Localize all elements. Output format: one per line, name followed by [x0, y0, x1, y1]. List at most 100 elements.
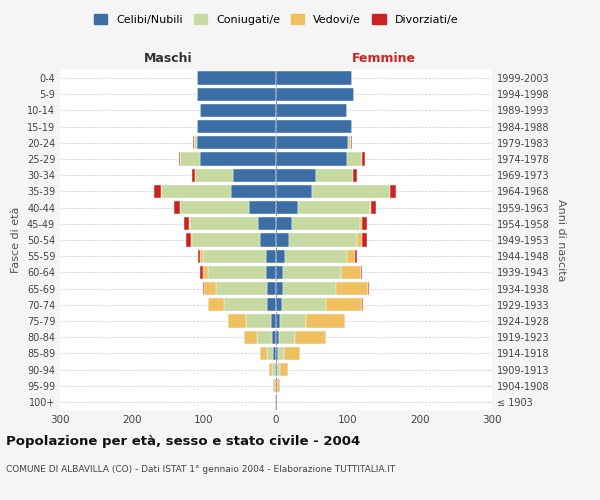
Bar — [362, 152, 365, 166]
Bar — [358, 234, 362, 246]
Bar — [260, 346, 268, 360]
Bar — [208, 266, 266, 279]
Bar — [180, 152, 200, 166]
Bar — [368, 282, 369, 295]
Bar — [276, 396, 277, 408]
Bar — [273, 346, 276, 360]
Bar — [189, 217, 190, 230]
Bar — [154, 185, 161, 198]
Bar — [362, 298, 363, 312]
Bar — [277, 363, 280, 376]
Legend: Celibi/Nubili, Coniugati/e, Vedovi/e, Divorziati/e: Celibi/Nubili, Coniugati/e, Vedovi/e, Di… — [91, 10, 461, 28]
Bar — [161, 185, 232, 198]
Bar — [276, 314, 280, 328]
Bar — [337, 282, 368, 295]
Bar — [276, 88, 354, 101]
Bar — [276, 298, 282, 312]
Bar — [289, 234, 358, 246]
Bar — [175, 201, 179, 214]
Bar — [276, 152, 347, 166]
Bar — [326, 298, 362, 312]
Bar — [371, 201, 376, 214]
Bar — [266, 266, 276, 279]
Bar — [197, 72, 276, 85]
Bar — [232, 185, 276, 198]
Bar — [347, 152, 362, 166]
Bar — [275, 363, 276, 376]
Bar — [224, 298, 268, 312]
Bar — [280, 314, 305, 328]
Bar — [276, 363, 277, 376]
Bar — [180, 201, 248, 214]
Bar — [283, 282, 337, 295]
Bar — [268, 282, 276, 295]
Bar — [276, 120, 352, 134]
Bar — [200, 266, 203, 279]
Bar — [193, 168, 196, 182]
Bar — [268, 298, 276, 312]
Bar — [316, 168, 353, 182]
Bar — [276, 136, 348, 149]
Bar — [271, 314, 276, 328]
Bar — [353, 168, 358, 182]
Bar — [203, 282, 204, 295]
Bar — [204, 282, 215, 295]
Bar — [268, 346, 273, 360]
Bar — [203, 266, 208, 279]
Bar — [276, 104, 347, 117]
Bar — [312, 185, 390, 198]
Bar — [257, 330, 272, 344]
Bar — [215, 282, 268, 295]
Text: Maschi: Maschi — [143, 52, 193, 65]
Bar — [341, 266, 361, 279]
Bar — [186, 234, 191, 246]
Bar — [269, 363, 272, 376]
Bar — [200, 152, 276, 166]
Bar — [198, 250, 200, 263]
Bar — [292, 217, 360, 230]
Bar — [246, 314, 271, 328]
Bar — [273, 379, 275, 392]
Bar — [228, 314, 246, 328]
Bar — [275, 396, 276, 408]
Bar — [348, 136, 351, 149]
Bar — [260, 234, 276, 246]
Bar — [272, 330, 276, 344]
Y-axis label: Fasce di età: Fasce di età — [11, 207, 21, 273]
Bar — [196, 168, 233, 182]
Bar — [298, 201, 370, 214]
Bar — [276, 217, 292, 230]
Bar — [276, 330, 279, 344]
Text: COMUNE DI ALBAVILLA (CO) - Dati ISTAT 1° gennaio 2004 - Elaborazione TUTTITALIA.: COMUNE DI ALBAVILLA (CO) - Dati ISTAT 1°… — [6, 465, 395, 474]
Bar — [279, 330, 295, 344]
Y-axis label: Anni di nascita: Anni di nascita — [556, 198, 566, 281]
Bar — [193, 136, 194, 149]
Bar — [276, 201, 298, 214]
Bar — [192, 234, 260, 246]
Bar — [282, 298, 326, 312]
Bar — [276, 185, 312, 198]
Bar — [266, 250, 276, 263]
Bar — [200, 104, 276, 117]
Bar — [258, 217, 276, 230]
Bar — [179, 201, 180, 214]
Bar — [276, 282, 283, 295]
Bar — [197, 136, 276, 149]
Bar — [203, 250, 266, 263]
Bar — [284, 346, 300, 360]
Bar — [390, 185, 396, 198]
Bar — [347, 250, 355, 263]
Bar — [191, 234, 192, 246]
Bar — [272, 363, 275, 376]
Bar — [190, 217, 258, 230]
Bar — [351, 136, 352, 149]
Bar — [286, 250, 347, 263]
Bar — [276, 250, 286, 263]
Bar — [184, 217, 189, 230]
Text: Popolazione per età, sesso e stato civile - 2004: Popolazione per età, sesso e stato civil… — [6, 435, 360, 448]
Bar — [276, 234, 289, 246]
Bar — [360, 217, 362, 230]
Bar — [233, 168, 276, 182]
Bar — [276, 266, 283, 279]
Bar — [200, 250, 203, 263]
